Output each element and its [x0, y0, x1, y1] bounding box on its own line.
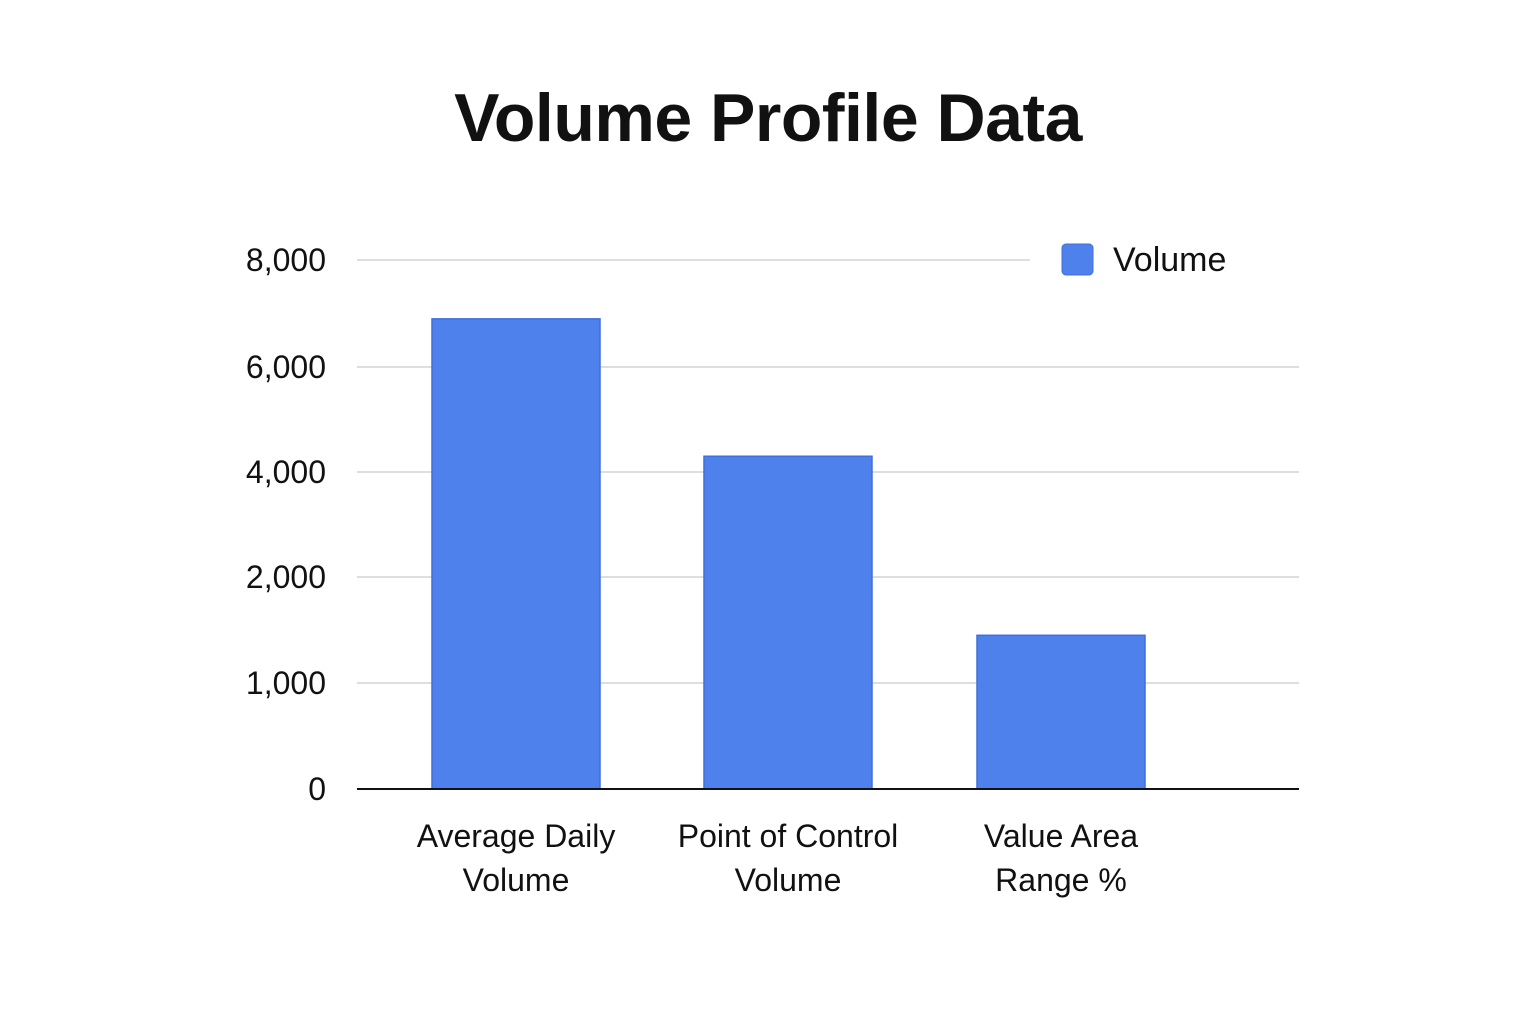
- bar: [976, 634, 1146, 790]
- x-category-label: Value Area Range %: [984, 818, 1138, 898]
- y-tick-label: 4,000: [246, 454, 326, 490]
- bars: [431, 318, 1146, 790]
- legend-label: Volume: [1113, 241, 1226, 279]
- y-tick-label: 2,000: [246, 559, 326, 595]
- y-axis-tick-labels: 0 1,000 2,000 4,000 6,000 8,000: [246, 242, 326, 807]
- y-tick-label: 8,000: [246, 242, 326, 278]
- x-axis-category-labels: Average Daily Volume Point of Control Volum…: [417, 818, 1139, 898]
- legend-swatch: [1061, 243, 1094, 276]
- legend: Volume: [1061, 241, 1226, 279]
- y-tick-label: 1,000: [246, 665, 326, 701]
- chart-title: Volume Profile Data: [454, 80, 1082, 156]
- y-tick-label: 6,000: [246, 349, 326, 385]
- bar: [431, 318, 601, 790]
- x-category-label: Point of Control Volume: [678, 818, 899, 898]
- bar: [703, 455, 873, 790]
- y-tick-label: 0: [308, 771, 326, 807]
- x-category-label: Average Daily Volume: [417, 818, 616, 898]
